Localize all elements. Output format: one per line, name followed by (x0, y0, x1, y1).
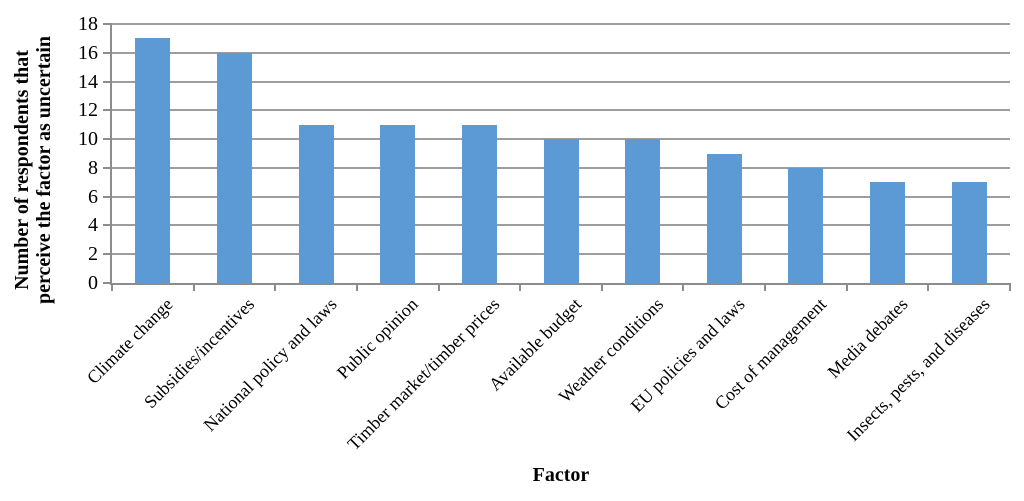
x-tick-1 (192, 283, 195, 291)
x-tick-9 (845, 283, 848, 291)
y-tick-10 (103, 138, 112, 141)
y-tick-0 (103, 282, 112, 284)
x-tick-11 (1009, 283, 1011, 291)
x-category-label-11: Insects, pests, and diseases (842, 294, 994, 445)
x-tick-0 (111, 283, 113, 291)
y-tick-label-2: 2 (88, 243, 98, 266)
y-tick-label-12: 12 (78, 99, 98, 122)
y-tick-14 (103, 80, 112, 83)
y-tick-2 (103, 253, 112, 256)
x-category-label-4: Public opinion (333, 294, 422, 383)
x-tick-6 (600, 283, 603, 291)
y-tick-12 (103, 109, 112, 112)
x-category-label-3: National policy and laws (199, 294, 341, 436)
x-tick-8 (764, 283, 767, 291)
y-tick-label-14: 14 (78, 70, 98, 93)
x-tick-7 (682, 283, 685, 291)
bar-8 (706, 153, 742, 283)
x-category-label-5: Timber market/timber prices (343, 294, 504, 455)
y-tick-label-6: 6 (88, 185, 98, 208)
bar-2 (216, 52, 252, 283)
gridline-y-12 (112, 109, 1010, 112)
x-tick-3 (355, 283, 358, 291)
bar-3 (298, 124, 334, 283)
bar-7 (625, 139, 661, 283)
y-axis-title-line1: Number of respondents that (11, 50, 33, 290)
y-tick-4 (103, 224, 112, 227)
y-tick-label-10: 10 (78, 128, 98, 151)
y-tick-16 (103, 51, 112, 54)
x-category-label-10: Media debates (823, 294, 912, 383)
gridline-y-18 (112, 23, 1010, 25)
x-tick-10 (927, 283, 930, 291)
y-axis-line (110, 24, 112, 285)
y-tick-label-8: 8 (88, 156, 98, 179)
bar-1 (135, 38, 171, 283)
plot-area (112, 23, 1010, 283)
x-tick-4 (437, 283, 440, 291)
y-tick-label-0: 0 (88, 272, 98, 294)
gridline-y-16 (112, 51, 1010, 54)
y-tick-label-4: 4 (88, 214, 98, 237)
y-tick-label-16: 16 (78, 41, 98, 64)
x-tick-5 (519, 283, 522, 291)
y-tick-label-18: 18 (78, 13, 98, 35)
bar-4 (380, 124, 416, 283)
y-tick-18 (103, 23, 112, 25)
x-axis-title: Factor (532, 464, 590, 486)
x-axis-line (110, 283, 1010, 285)
gridline-y-14 (112, 80, 1010, 83)
y-tick-8 (103, 166, 112, 169)
bar-5 (461, 124, 497, 283)
bar-9 (788, 167, 824, 283)
bar-10 (870, 182, 906, 283)
y-tick-6 (103, 195, 112, 198)
x-tick-2 (274, 283, 277, 291)
bar-11 (951, 182, 987, 283)
bar-6 (543, 139, 579, 283)
